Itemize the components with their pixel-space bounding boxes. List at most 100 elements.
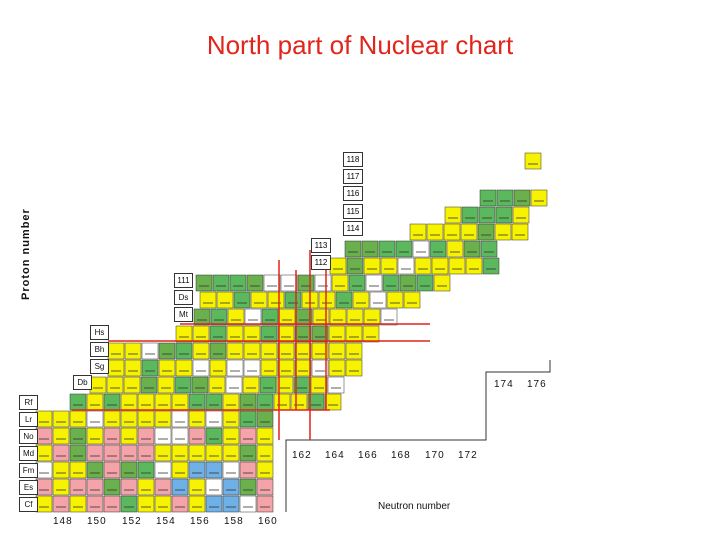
isotope-cell (409, 223, 427, 241)
isotope-cell (297, 274, 315, 292)
isotope-cell (378, 240, 396, 258)
isotope-cell (277, 325, 295, 343)
isotope-cell (209, 325, 227, 343)
isotope-cell (205, 444, 223, 462)
isotope-cell (345, 342, 363, 360)
isotope-cell (103, 461, 121, 479)
isotope-cell (382, 274, 400, 292)
isotope-cell (429, 240, 447, 258)
isotope-cell (120, 495, 138, 513)
isotope-cell (227, 308, 245, 326)
isotope-cell (256, 461, 274, 479)
isotope-cell (226, 325, 244, 343)
isotope-cell (346, 308, 364, 326)
isotope-cell (243, 342, 261, 360)
neutron-tick-168: 168 (391, 450, 411, 461)
isotope-cell (433, 274, 451, 292)
isotope-cell (256, 478, 274, 496)
isotope-cell (52, 495, 70, 513)
isotope-cell (137, 495, 155, 513)
isotope-cell (256, 444, 274, 462)
isotope-cell (52, 410, 70, 428)
isotope-cell (259, 376, 277, 394)
isotope-cell (157, 376, 175, 394)
isotope-cell (195, 274, 213, 292)
isotope-cell (210, 308, 228, 326)
isotope-cell (86, 461, 104, 479)
isotope-cell (461, 206, 479, 224)
isotope-cell (463, 240, 481, 258)
isotope-cell (311, 325, 329, 343)
isotope-cell (35, 444, 53, 462)
element-label-111: 111 (174, 273, 193, 288)
isotope-cell (35, 461, 53, 479)
isotope-cell (276, 376, 294, 394)
isotope-cell (444, 206, 462, 224)
isotope-cell (69, 444, 87, 462)
isotope-cell (171, 427, 189, 445)
isotope-cell (278, 308, 296, 326)
proton-number-112: 112 (311, 255, 331, 270)
isotope-cell (205, 393, 223, 411)
isotope-cell (318, 291, 336, 309)
isotope-cell (386, 291, 404, 309)
isotope-cell (35, 410, 53, 428)
isotope-cell (69, 478, 87, 496)
isotope-cell (395, 240, 413, 258)
isotope-cell (233, 291, 251, 309)
isotope-cell (103, 495, 121, 513)
isotope-cell (86, 444, 104, 462)
isotope-cell (331, 274, 349, 292)
isotope-cell (263, 274, 281, 292)
isotope-cell (465, 257, 483, 275)
isotope-cell (154, 461, 172, 479)
isotope-cell (120, 410, 138, 428)
isotope-cell (226, 359, 244, 377)
isotope-cell (188, 410, 206, 428)
isotope-cell (495, 206, 513, 224)
isotope-cell (344, 240, 362, 258)
isotope-cell (226, 342, 244, 360)
isotope-cell (188, 495, 206, 513)
neutron-tick-166: 166 (358, 450, 378, 461)
element-label-lr: Lr (19, 412, 38, 427)
isotope-cell (512, 206, 530, 224)
isotope-cell (239, 393, 257, 411)
isotope-cell (239, 461, 257, 479)
isotope-cell (103, 444, 121, 462)
isotope-cell (89, 376, 107, 394)
isotope-cell (513, 189, 531, 207)
isotope-cell (260, 359, 278, 377)
isotope-cell (171, 461, 189, 479)
isotope-cell (239, 478, 257, 496)
isotope-cell (171, 495, 189, 513)
isotope-cell (244, 308, 262, 326)
isotope-cell (154, 393, 172, 411)
chart-frame (285, 360, 551, 512)
isotope-cell (239, 427, 257, 445)
isotope-cell (158, 359, 176, 377)
isotope-cell (426, 223, 444, 241)
neutron-tick-150: 150 (87, 516, 107, 527)
isotope-cell (212, 274, 230, 292)
element-label-ds: Ds (174, 290, 193, 305)
isotope-cell (324, 393, 342, 411)
isotope-cell (107, 359, 125, 377)
isotope-cell (222, 410, 240, 428)
element-label-sg: Sg (90, 359, 109, 374)
isotope-cell (69, 393, 87, 411)
isotope-cell (124, 342, 142, 360)
isotope-cell (352, 291, 370, 309)
isotope-cell (290, 393, 308, 411)
isotope-cell (294, 359, 312, 377)
neutron-tick-160: 160 (258, 516, 278, 527)
isotope-cell (524, 152, 542, 170)
element-label-db: Db (73, 375, 92, 390)
isotope-cell (256, 393, 274, 411)
proton-number-115: 115 (343, 204, 363, 219)
proton-number-116: 116 (343, 186, 363, 201)
isotope-cell (52, 444, 70, 462)
isotope-cell (103, 410, 121, 428)
isotope-cell (174, 376, 192, 394)
isotope-cell (205, 461, 223, 479)
